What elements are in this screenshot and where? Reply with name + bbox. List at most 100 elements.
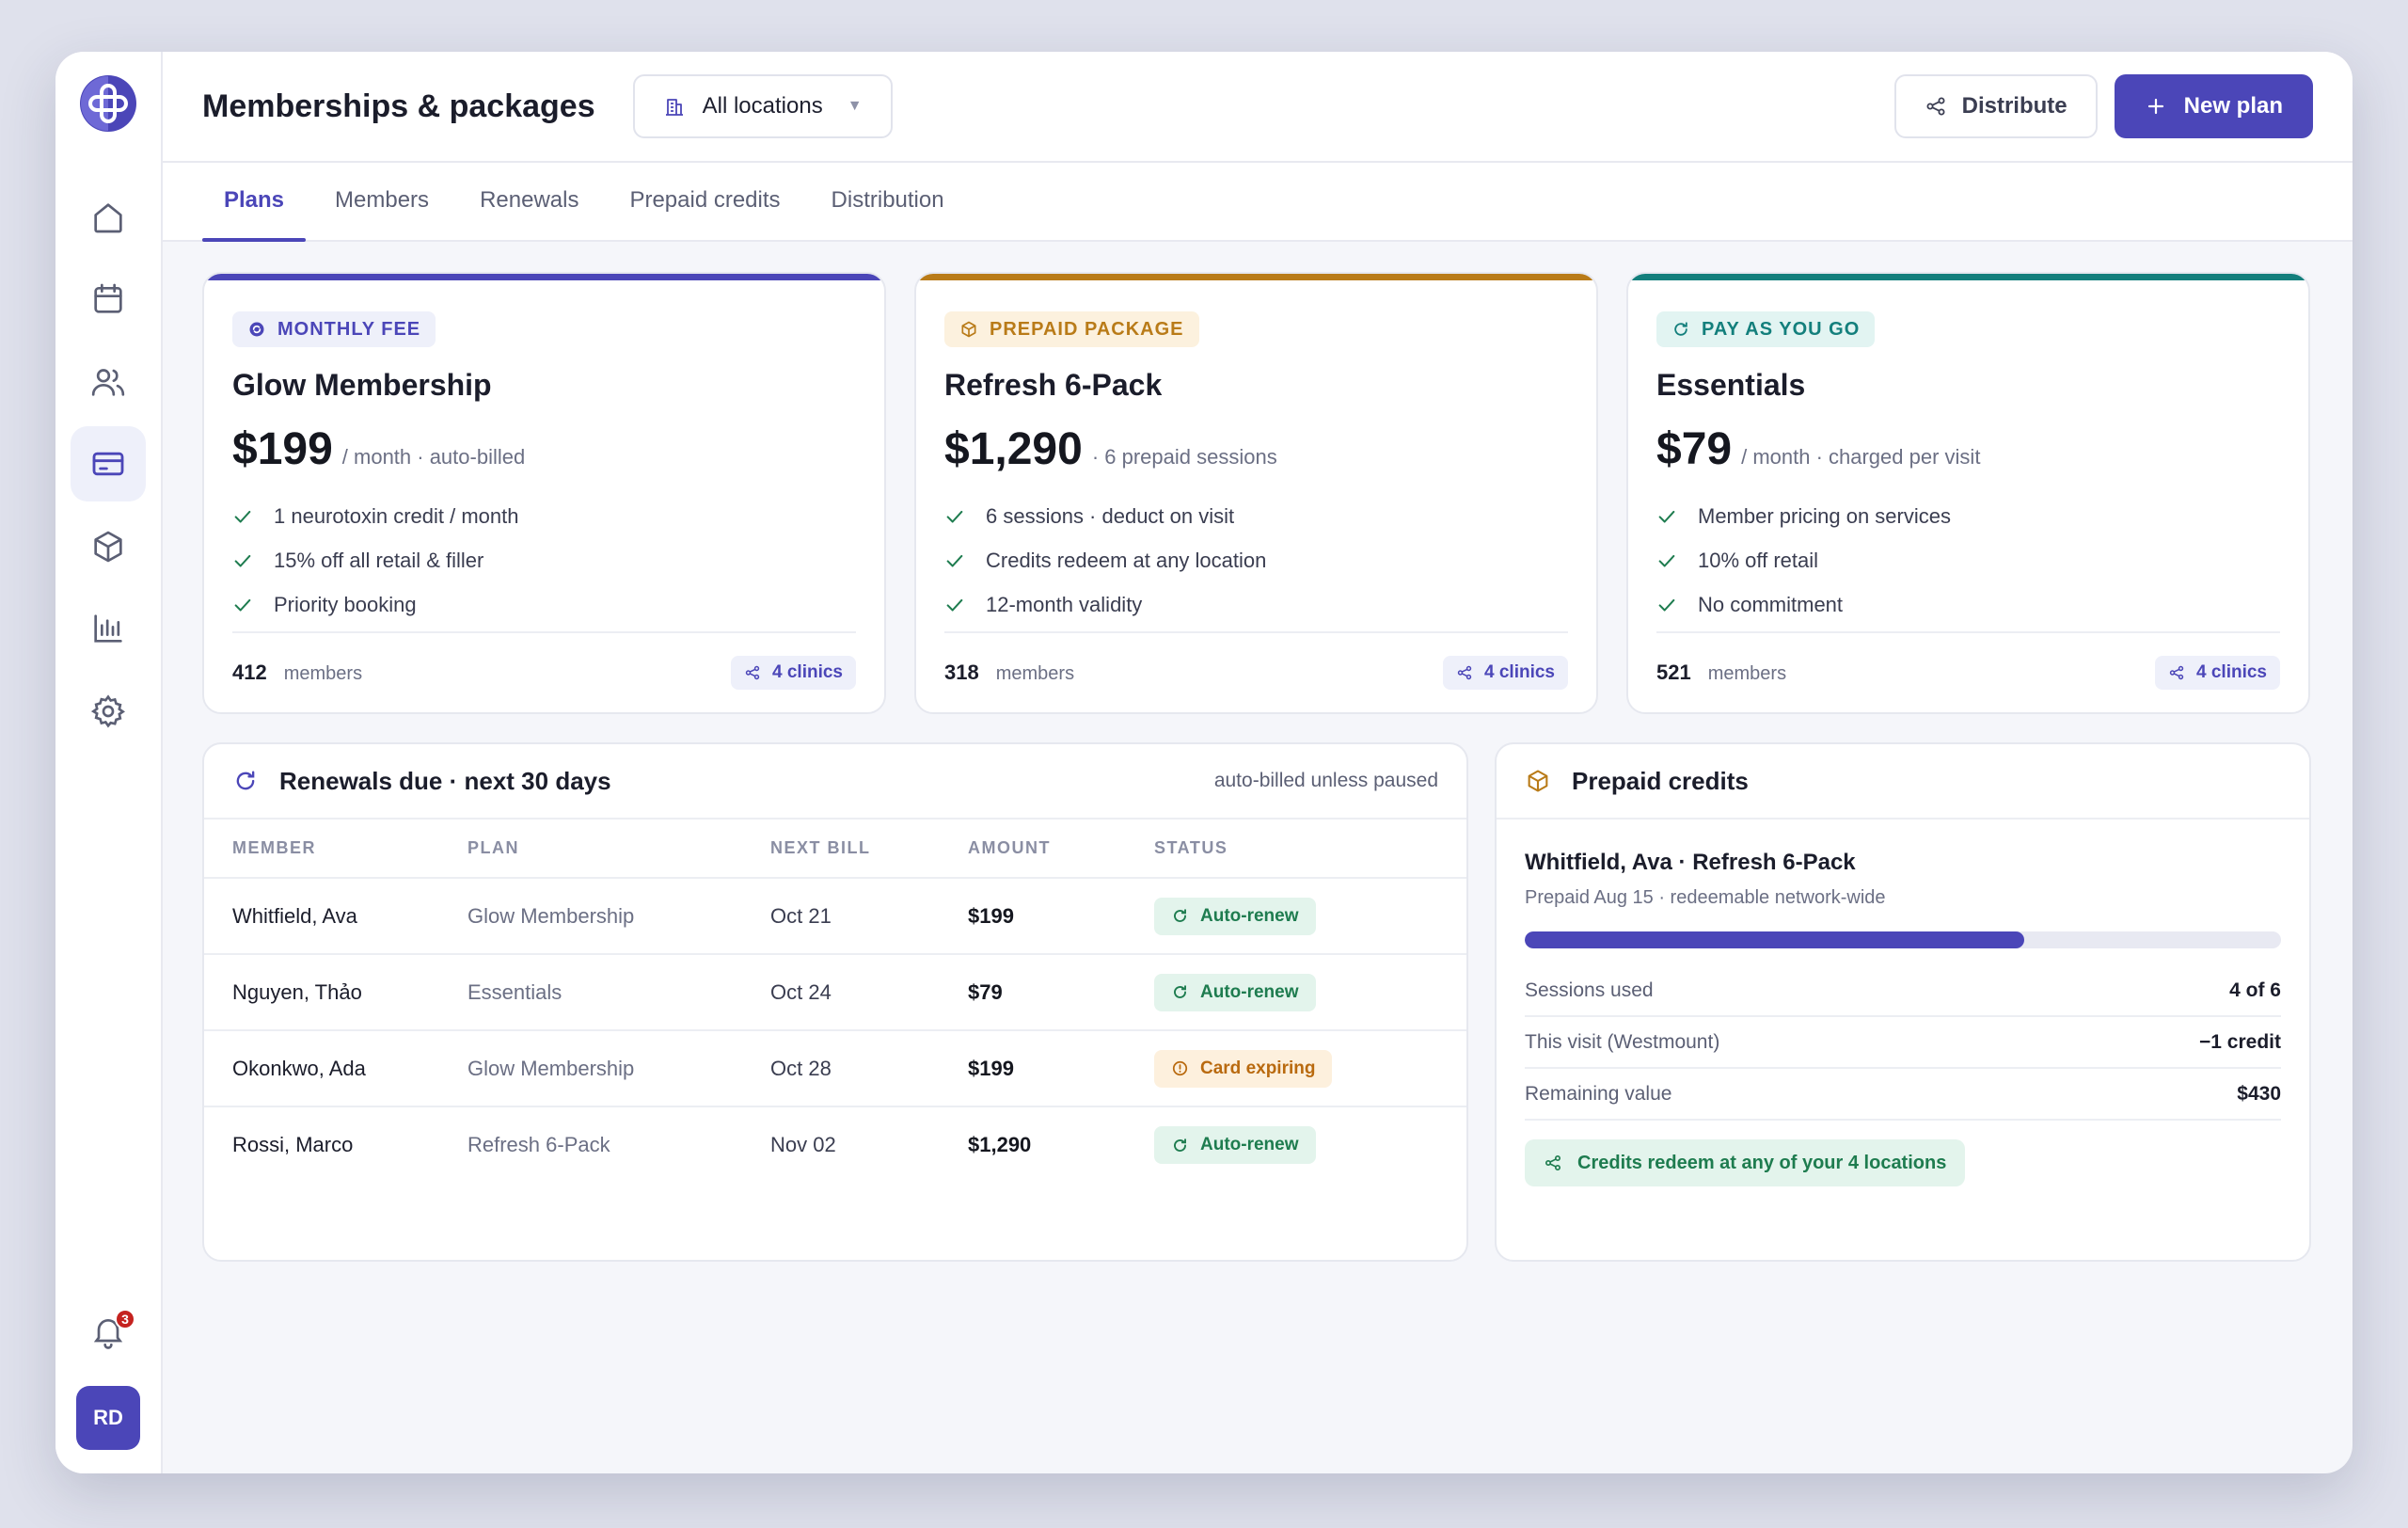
cell-next-bill: Oct 21	[770, 878, 968, 955]
renewals-panel-note: auto-billed unless paused	[1213, 770, 1438, 791]
credit-detail-value: −1 credit	[2199, 1030, 2281, 1053]
nav-clients[interactable]	[71, 344, 146, 420]
plan-accent-stripe	[204, 274, 884, 280]
credit-detail-label: Sessions used	[1525, 979, 1654, 1001]
cell-next-bill: Oct 24	[770, 954, 968, 1031]
share-icon	[1545, 1155, 1560, 1170]
status-badge: Auto-renew	[1154, 1126, 1316, 1164]
plan-name: Glow Membership	[232, 368, 492, 402]
cell-status: Auto-renew	[1154, 954, 1466, 1031]
nav-home[interactable]	[71, 180, 146, 255]
plan-price-note: · 6 prepaid sessions	[1091, 445, 1277, 469]
credit-detail-label: This visit (Westmount)	[1525, 1030, 1720, 1053]
cell-amount: $199	[968, 878, 1154, 955]
check-icon	[1658, 510, 1675, 523]
app-window: 3 RD Memberships & packages All location…	[55, 52, 2353, 1473]
location-select-value: All locations	[702, 93, 823, 119]
refresh-icon	[1174, 985, 1186, 998]
tab-distribution[interactable]: Distribution	[831, 187, 944, 213]
plan-member-count: 521 members	[1656, 661, 1787, 684]
column-header-plan: PLAN	[467, 820, 770, 879]
nav-calendar[interactable]	[71, 262, 146, 337]
table-header-row: MEMBER PLAN NEXT BILL AMOUNT STATUS	[204, 820, 1466, 879]
notification-count-badge: 3	[115, 1309, 135, 1329]
plan-accent-stripe	[1628, 274, 2308, 280]
tab-renewals[interactable]: Renewals	[480, 187, 579, 213]
nav-inventory[interactable]	[71, 509, 146, 584]
plan-clinics-chip[interactable]: 4 clinics	[2155, 656, 2280, 690]
notifications-button[interactable]: 3	[71, 1294, 146, 1369]
check-icon	[946, 598, 963, 612]
cell-plan: Glow Membership	[467, 1030, 770, 1107]
plan-feature: 6 sessions · deduct on visit	[944, 494, 1568, 538]
nav-reports[interactable]	[71, 591, 146, 666]
tab-prepaid-credits[interactable]: Prepaid credits	[629, 187, 781, 213]
plan-clinics-chip[interactable]: 4 clinics	[1443, 656, 1568, 690]
check-icon	[234, 554, 251, 567]
plan-feature: 15% off all retail & filler	[232, 538, 856, 582]
cell-member: Nguyen, Thảo	[204, 954, 467, 1031]
credit-card-icon	[92, 452, 124, 476]
cell-amount: $199	[968, 1030, 1154, 1107]
distribute-button[interactable]: Distribute	[1893, 74, 2098, 138]
package-icon	[94, 531, 122, 563]
plan-feature-list: 6 sessions · deduct on visit Credits red…	[944, 494, 1568, 627]
credit-details: Sessions used 4 of 6 This visit (Westmou…	[1525, 965, 2281, 1121]
renewals-panel-header: Renewals due · next 30 days auto-billed …	[204, 744, 1466, 820]
status-badge: Auto-renew	[1154, 897, 1316, 935]
tab-members[interactable]: Members	[335, 187, 430, 213]
refresh-icon	[1174, 909, 1186, 922]
plan-name: Essentials	[1656, 368, 1806, 402]
check-icon	[234, 510, 251, 523]
column-header-member: MEMBER	[204, 820, 467, 879]
plan-card-glow-membership[interactable]: MONTHLY FEE Glow Membership $199 / month…	[202, 272, 886, 714]
cell-member: Whitfield, Ava	[204, 878, 467, 955]
plan-card-refresh-6-pack[interactable]: PREPAID PACKAGE Refresh 6-Pack $1,290 · …	[914, 272, 1598, 714]
refresh-icon	[236, 771, 255, 790]
top-bar: Memberships & packages All locations ▼ D…	[163, 52, 2353, 163]
table-row[interactable]: Okonkwo, Ada Glow Membership Oct 28 $199…	[204, 1030, 1466, 1107]
tab-plans[interactable]: Plans	[202, 161, 307, 242]
cell-status: Auto-renew	[1154, 1106, 1466, 1183]
cell-plan: Glow Membership	[467, 878, 770, 955]
credits-panel-header: Prepaid credits	[1497, 744, 2309, 820]
plan-type-label: MONTHLY FEE	[277, 318, 421, 340]
credit-detail-row: Remaining value $430	[1525, 1069, 2281, 1121]
sidebar: 3 RD	[55, 52, 163, 1473]
new-plan-button[interactable]: New plan	[2114, 74, 2313, 138]
main-content: Memberships & packages All locations ▼ D…	[163, 52, 2353, 1473]
table-row[interactable]: Whitfield, Ava Glow Membership Oct 21 $1…	[204, 878, 1466, 955]
plan-feature: 10% off retail	[1656, 538, 2280, 582]
plan-feature: Priority booking	[232, 582, 856, 627]
cell-plan: Essentials	[467, 954, 770, 1031]
recurring-badge-icon	[249, 322, 264, 337]
plan-type-badge: PREPAID PACKAGE	[944, 311, 1199, 347]
nav-memberships[interactable]	[71, 426, 146, 501]
plan-price-row: $1,290 · 6 prepaid sessions	[944, 423, 1568, 475]
cell-amount: $1,290	[968, 1133, 1032, 1156]
table-row[interactable]: Rossi, Marco Refresh 6-Pack Nov 02 $1,29…	[204, 1106, 1466, 1183]
plan-card-footer: 412 members 4 clinics	[232, 631, 856, 712]
column-header-next-bill: NEXT BILL	[770, 820, 968, 879]
nav-settings[interactable]	[71, 674, 146, 749]
status-badge: Auto-renew	[1154, 973, 1316, 1011]
plan-feature: Member pricing on services	[1656, 494, 2280, 538]
plan-price-note: / month · charged per visit	[1741, 445, 1981, 469]
user-avatar[interactable]: RD	[76, 1386, 140, 1450]
table-row[interactable]: Nguyen, Thảo Essentials Oct 24 $79 Auto-…	[204, 954, 1466, 1031]
location-select[interactable]: All locations ▼	[632, 74, 893, 138]
cell-status: Auto-renew	[1154, 878, 1466, 955]
plan-clinics-chip[interactable]: 4 clinics	[731, 656, 856, 690]
page-title: Memberships & packages	[202, 88, 595, 124]
check-icon	[1658, 554, 1675, 567]
column-header-status: STATUS	[1154, 820, 1466, 879]
plan-card-essentials[interactable]: PAY AS YOU GO Essentials $79 / month · c…	[1626, 272, 2310, 714]
credit-holder: Whitfield, Ava · Refresh 6-Pack	[1525, 850, 1856, 875]
new-plan-button-label: New plan	[2183, 93, 2283, 119]
plan-feature: 1 neurotoxin credit / month	[232, 494, 856, 538]
column-header-amount: AMOUNT	[968, 820, 1154, 879]
plan-feature: No commitment	[1656, 582, 2280, 627]
share-icon	[1457, 665, 1472, 680]
credit-detail-row: Sessions used 4 of 6	[1525, 965, 2281, 1017]
brand-logo-icon	[79, 74, 137, 133]
